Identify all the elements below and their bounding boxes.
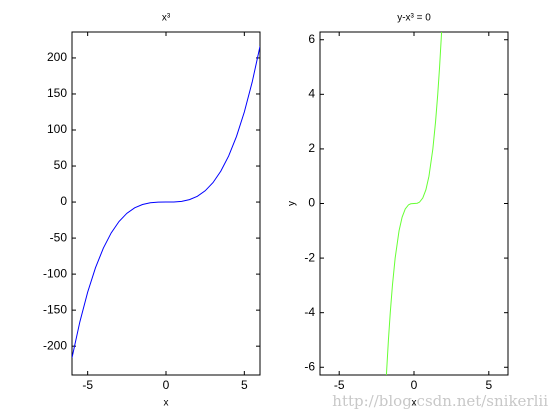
- y-tick-label: 0: [308, 196, 315, 210]
- chart-title: x³: [162, 13, 171, 24]
- x-tick-label: -5: [82, 378, 93, 392]
- y-tick-label: -50: [50, 230, 68, 244]
- x-tick-label: 0: [163, 378, 170, 392]
- y-tick-label: 2: [308, 141, 315, 155]
- chart-title: y-x³ = 0: [397, 13, 431, 24]
- y-tick-label: -150: [43, 302, 67, 316]
- y-tick-label: 200: [47, 50, 67, 64]
- y-tick-label: 150: [47, 86, 67, 100]
- x-axis-label: x: [164, 398, 169, 409]
- x-tick-label: 5: [485, 378, 492, 392]
- x-tick-label: -5: [334, 378, 345, 392]
- y-tick-label: 100: [47, 122, 67, 136]
- curve: [385, 32, 443, 375]
- x-tick-label: 5: [241, 378, 248, 392]
- y-tick-label: -6: [304, 359, 315, 373]
- y-tick-label: 6: [308, 32, 315, 46]
- x-axis-label: x: [412, 398, 417, 409]
- y-tick-label: -100: [43, 266, 67, 280]
- y-tick-label: -200: [43, 338, 67, 352]
- x-tick-label: 0: [411, 378, 418, 392]
- y-tick-label: -4: [304, 305, 315, 319]
- y-tick-label: 4: [308, 86, 315, 100]
- y-tick-label: -2: [304, 250, 315, 264]
- watermark: http://blog.csdn.net/snikerlii: [332, 392, 548, 410]
- y-tick-label: 0: [60, 194, 67, 208]
- y-tick-label: 50: [54, 158, 68, 172]
- y-axis-label: y: [287, 201, 298, 206]
- curve: [72, 46, 260, 358]
